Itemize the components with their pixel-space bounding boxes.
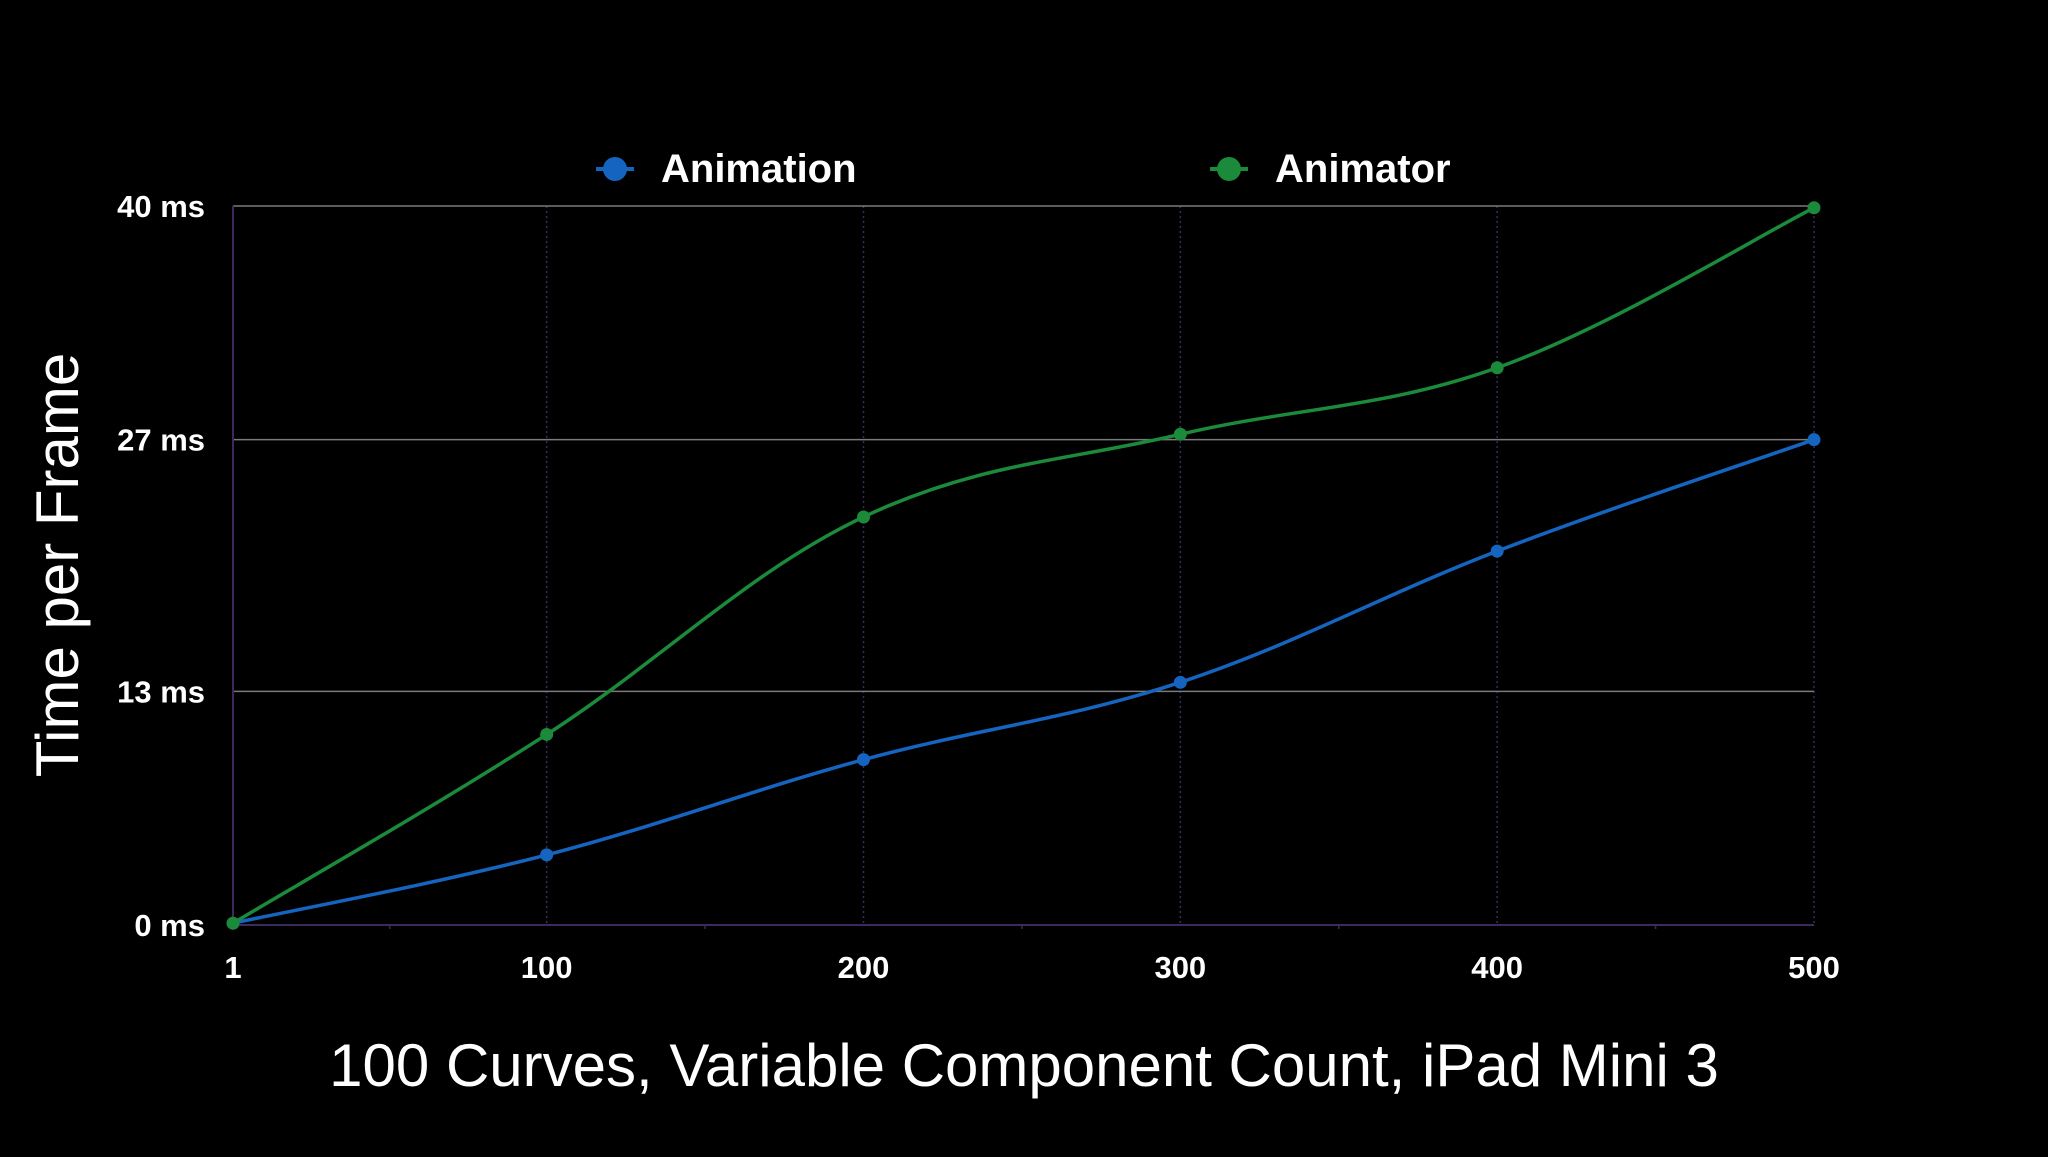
x-axis-title: 100 Curves, Variable Component Count, iP… <box>329 1032 1719 1099</box>
y-tick-label: 13 ms <box>117 674 205 709</box>
y-tick-label: 0 ms <box>134 908 205 943</box>
y-tick-label: 27 ms <box>117 423 205 458</box>
series-animator <box>226 201 1821 930</box>
axes: 0 ms 13 ms 27 ms 40 ms 1 100 200 300 400 500 <box>117 189 1840 985</box>
legend-label: Animator <box>1275 147 1451 191</box>
x-tick-label: 1 <box>224 950 241 985</box>
data-point-animation <box>1490 544 1504 558</box>
data-point-animation <box>856 753 870 767</box>
series-line-animation <box>231 437 1816 925</box>
y-axis-title: Time per Frame <box>24 353 91 778</box>
legend-label: Animation <box>661 147 857 191</box>
legend-item-animation: Animation <box>596 147 857 191</box>
series-animation <box>226 433 1821 930</box>
x-tick-label: 500 <box>1788 950 1840 985</box>
data-point-animator <box>856 510 870 524</box>
legend-item-animator: Animator <box>1210 147 1451 191</box>
x-tick-label: 200 <box>838 950 890 985</box>
x-tick-label: 400 <box>1471 950 1523 985</box>
y-tick-label: 40 ms <box>117 189 205 224</box>
series-line-animator <box>231 206 1816 925</box>
data-point-animator <box>1807 201 1821 215</box>
data-point-animator <box>1173 427 1187 441</box>
legend: Animation Animator <box>596 147 1451 191</box>
data-point-animator <box>1490 361 1504 375</box>
x-tick-label: 300 <box>1154 950 1206 985</box>
series-group <box>226 201 1821 930</box>
data-point-animation <box>1807 433 1821 447</box>
legend-swatch-marker <box>1217 157 1241 181</box>
legend-swatch-marker <box>603 157 627 181</box>
grid <box>233 205 1815 925</box>
data-point-animator <box>226 916 240 930</box>
data-point-animator <box>540 727 554 741</box>
data-point-animation <box>1173 675 1187 689</box>
x-tick-label: 100 <box>521 950 573 985</box>
data-point-animation <box>540 848 554 862</box>
